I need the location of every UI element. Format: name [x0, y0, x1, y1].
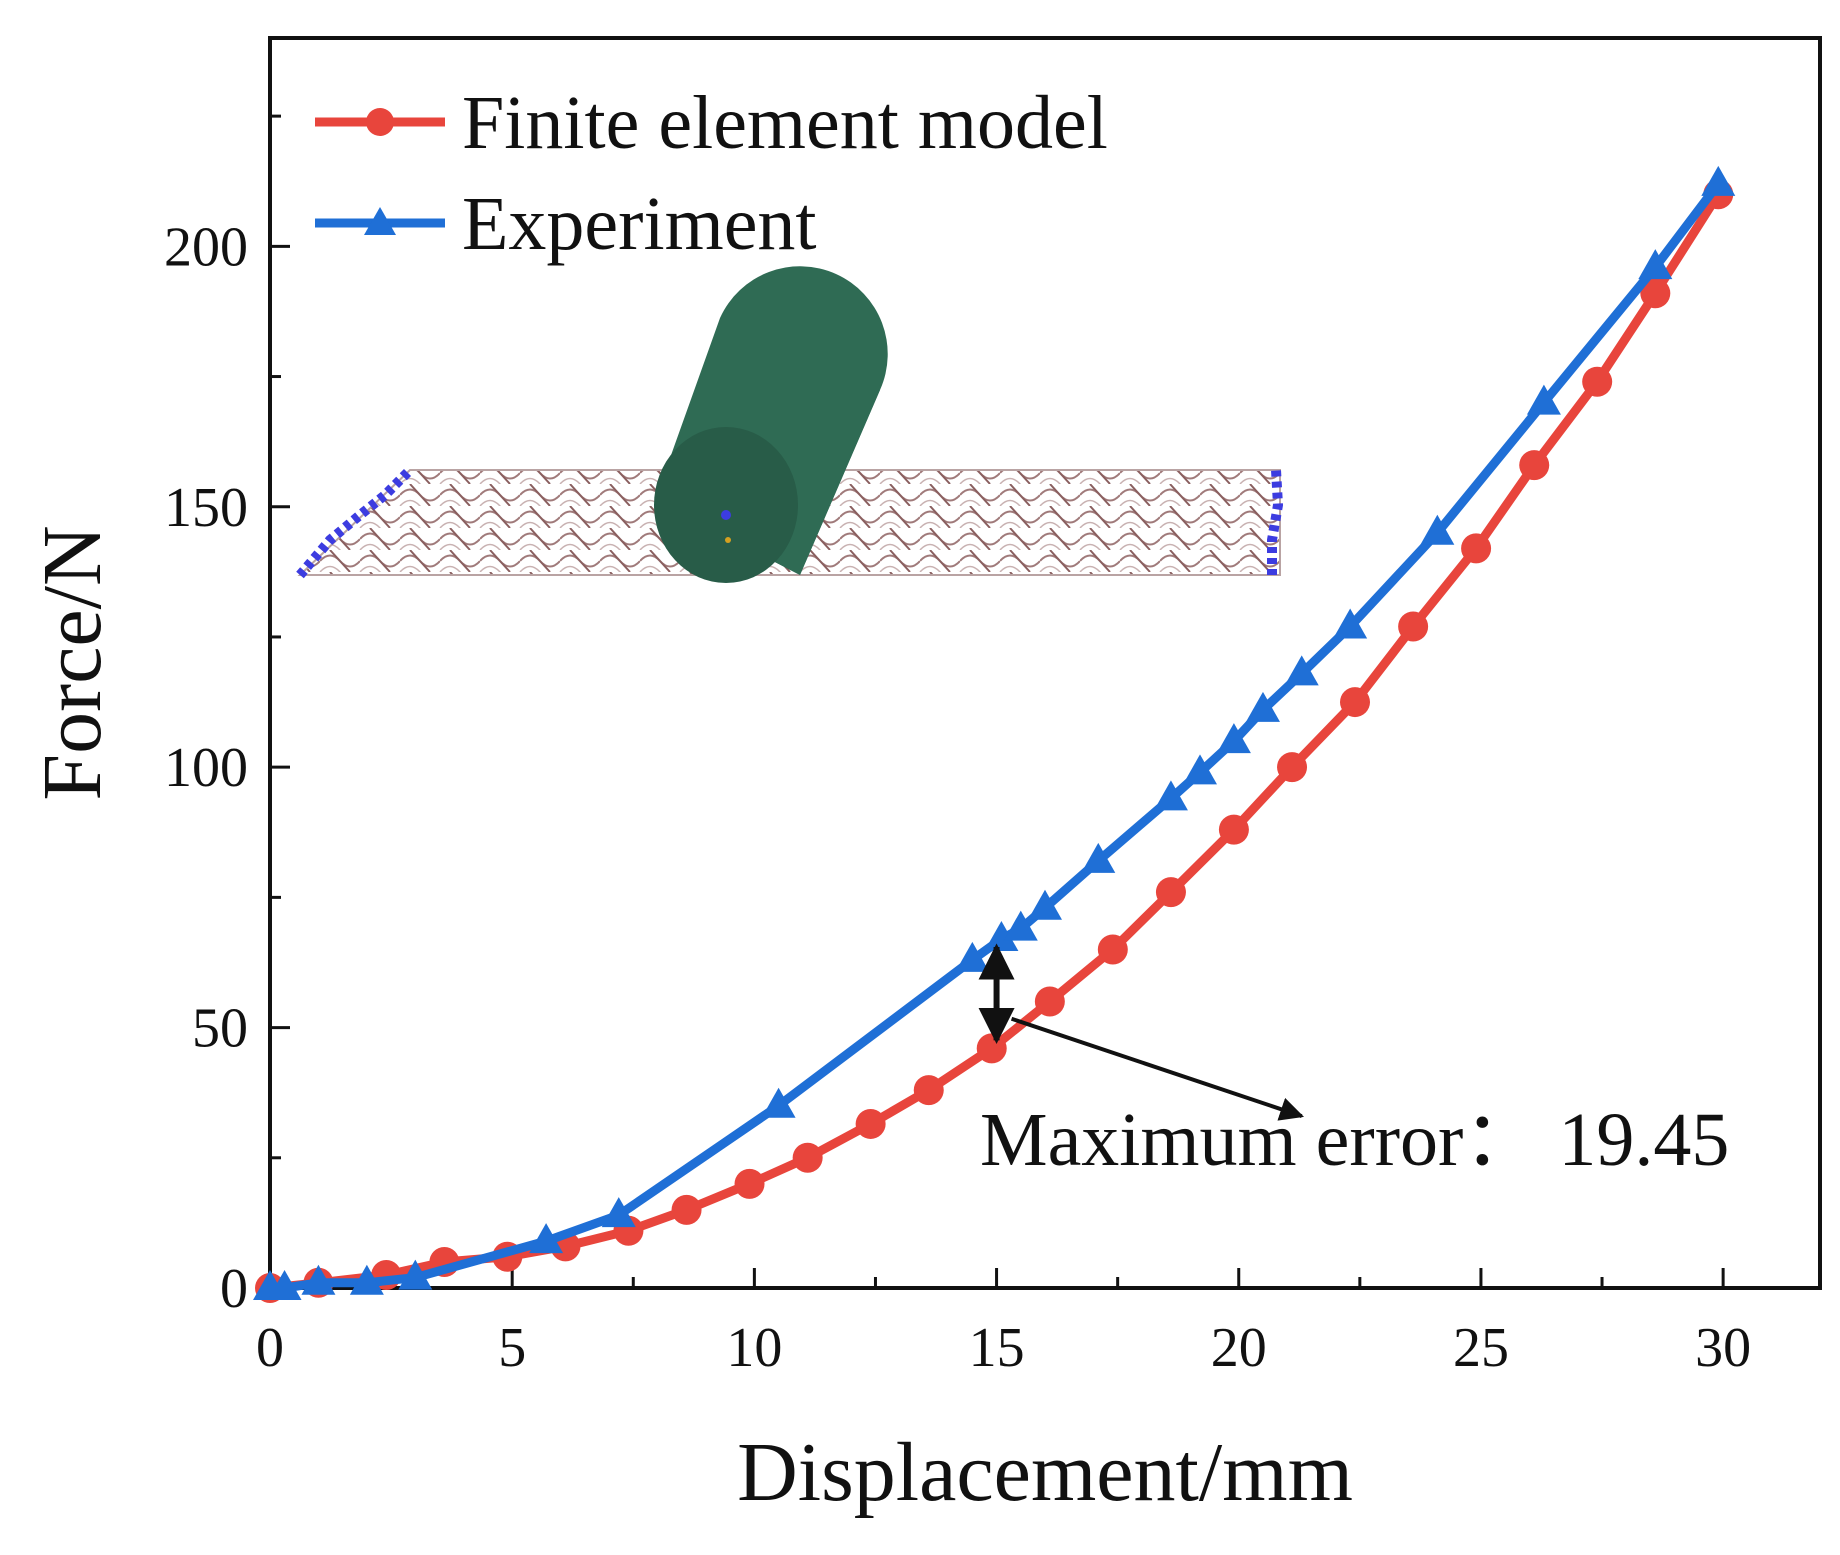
y-axis: 0 50 100 150 200 — [164, 114, 290, 1320]
data-point — [267, 1270, 302, 1300]
data-point — [1640, 278, 1671, 309]
data-point — [1097, 934, 1128, 965]
data-point — [1340, 687, 1370, 718]
x-tick-label: 25 — [1453, 1317, 1509, 1379]
data-point — [1333, 608, 1368, 639]
data-point — [1519, 450, 1550, 481]
data-point — [1638, 249, 1673, 280]
axes-frame — [268, 36, 1822, 1290]
data-point — [1218, 814, 1249, 845]
data-point — [671, 1194, 702, 1225]
y-tick-label: 150 — [164, 477, 248, 539]
data-point — [976, 1033, 1007, 1064]
legend-fem-label: Finite element model — [462, 81, 1108, 165]
data-point — [601, 1197, 636, 1228]
x-tick-label: 0 — [256, 1317, 284, 1379]
data-point — [1034, 986, 1065, 1017]
legend-exp-marker — [364, 207, 396, 235]
data-point — [1526, 384, 1561, 415]
data-point — [1277, 752, 1308, 783]
x-tick-label: 10 — [726, 1317, 782, 1379]
data-point — [398, 1259, 433, 1290]
roller-cylinder — [654, 266, 888, 583]
data-point — [301, 1264, 336, 1295]
x-tick-label: 15 — [969, 1317, 1025, 1379]
data-point — [1028, 889, 1062, 920]
data-point — [1081, 842, 1116, 873]
x-tick-label: 20 — [1211, 1317, 1267, 1379]
data-point — [1216, 723, 1251, 754]
fe-model-inset-illustration — [296, 266, 1284, 583]
data-point — [1420, 514, 1455, 545]
data-point — [1582, 366, 1613, 397]
y-tick-label: 200 — [164, 216, 248, 278]
y-tick-label: 50 — [192, 998, 248, 1060]
data-point — [913, 1075, 944, 1106]
data-point — [1398, 611, 1429, 642]
y-tick-label: 0 — [220, 1258, 248, 1320]
x-tick-label: 30 — [1695, 1317, 1751, 1379]
legend: Finite element model Experiment — [315, 81, 1108, 266]
data-point — [855, 1108, 886, 1139]
data-point — [1245, 691, 1280, 722]
x-tick-label: 5 — [498, 1317, 526, 1379]
mesh-right-edge — [1267, 469, 1284, 575]
max-error-annotation: Maximum error： 19.45 — [978, 943, 1729, 1182]
y-axis-title: Force/N — [26, 525, 119, 800]
series-finite-element-model — [255, 179, 1734, 1303]
legend-fem-marker — [366, 108, 394, 136]
data-point — [734, 1168, 765, 1199]
x-axis-title: Displacement/mm — [737, 1426, 1353, 1519]
error-pointer-arrow — [1010, 1016, 1304, 1121]
data-point — [761, 1087, 796, 1118]
data-point — [1183, 754, 1217, 785]
legend-exp-label: Experiment — [462, 182, 817, 266]
data-point — [1155, 877, 1186, 908]
data-point — [529, 1223, 564, 1254]
data-point — [1153, 780, 1188, 811]
data-point — [1461, 533, 1492, 564]
x-axis: 0 5 10 15 20 25 30 — [256, 1268, 1751, 1379]
max-error-label: Maximum error： 19.45 — [980, 1098, 1729, 1182]
data-point — [1003, 910, 1038, 941]
plot-area-border — [268, 36, 1822, 1290]
data-point — [349, 1264, 384, 1295]
data-point — [1284, 655, 1319, 686]
y-tick-label: 100 — [164, 737, 248, 799]
data-point — [1701, 165, 1736, 196]
data-point — [792, 1142, 823, 1173]
